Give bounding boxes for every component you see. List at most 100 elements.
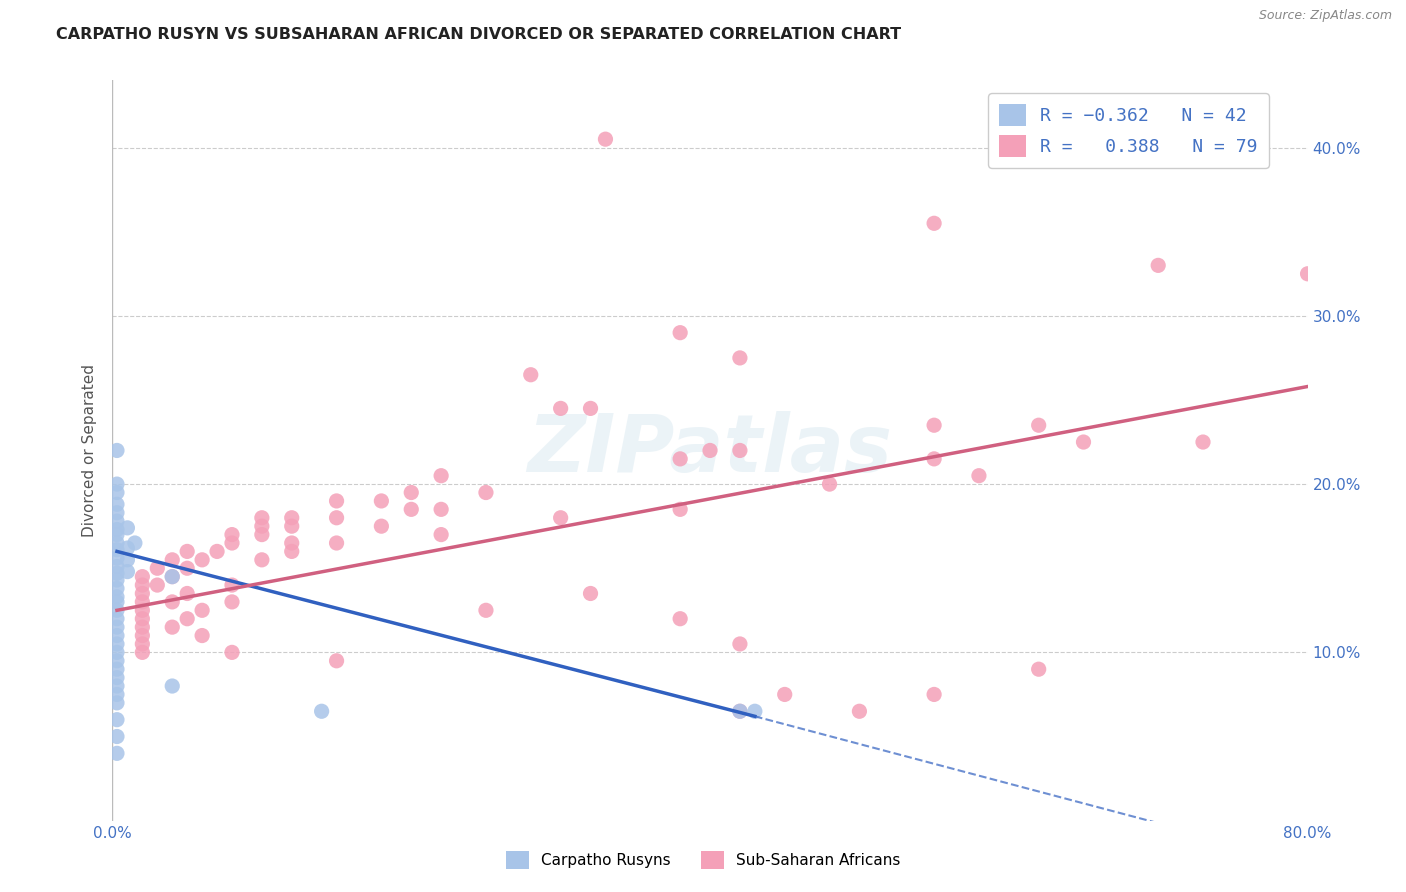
Point — [105, 679, 128, 693]
Point — [922, 451, 945, 466]
Point — [967, 468, 990, 483]
Point — [430, 468, 453, 483]
Point — [105, 628, 128, 642]
Point — [131, 586, 153, 600]
Text: CARPATHO RUSYN VS SUBSAHARAN AFRICAN DIVORCED OR SEPARATED CORRELATION CHART: CARPATHO RUSYN VS SUBSAHARAN AFRICAN DIV… — [56, 27, 901, 42]
Point — [162, 569, 183, 583]
Point — [370, 519, 392, 533]
Point — [105, 662, 128, 676]
Point — [105, 645, 128, 659]
Point — [430, 502, 453, 516]
Point — [520, 368, 543, 382]
Point — [176, 612, 198, 626]
Point — [131, 628, 153, 642]
Point — [221, 595, 243, 609]
Point — [325, 510, 347, 524]
Point — [579, 586, 602, 600]
Point — [162, 595, 183, 609]
Point — [131, 620, 153, 634]
Point — [105, 542, 128, 557]
Point — [131, 645, 153, 659]
Point — [105, 595, 128, 609]
Point — [250, 527, 273, 541]
Point — [105, 523, 128, 537]
Point — [669, 612, 692, 626]
Point — [176, 586, 198, 600]
Point — [669, 502, 692, 516]
Point — [105, 620, 128, 634]
Point — [550, 510, 572, 524]
Point — [105, 485, 128, 500]
Point — [105, 654, 128, 668]
Point — [669, 326, 692, 340]
Legend: Carpatho Rusyns, Sub-Saharan Africans: Carpatho Rusyns, Sub-Saharan Africans — [499, 845, 907, 875]
Point — [105, 536, 128, 550]
Point — [250, 519, 273, 533]
Point — [117, 553, 139, 567]
Text: Source: ZipAtlas.com: Source: ZipAtlas.com — [1258, 9, 1392, 22]
Point — [191, 628, 214, 642]
Point — [105, 527, 128, 541]
Point — [191, 553, 214, 567]
Point — [117, 521, 139, 535]
Point — [124, 536, 146, 550]
Point — [162, 553, 183, 567]
Point — [205, 544, 228, 558]
Point — [131, 603, 153, 617]
Point — [401, 502, 423, 516]
Point — [475, 485, 498, 500]
Point — [105, 566, 128, 581]
Point — [728, 443, 751, 458]
Point — [105, 573, 128, 587]
Point — [325, 654, 347, 668]
Point — [1073, 435, 1095, 450]
Point — [146, 561, 169, 575]
Point — [105, 612, 128, 626]
Point — [221, 578, 243, 592]
Point — [117, 565, 139, 579]
Point — [728, 704, 751, 718]
Point — [250, 553, 273, 567]
Point — [105, 747, 128, 761]
Point — [1192, 435, 1215, 450]
Point — [744, 704, 766, 718]
Point — [550, 401, 572, 416]
Point — [131, 578, 153, 592]
Point — [131, 569, 153, 583]
Point — [221, 645, 243, 659]
Point — [281, 544, 304, 558]
Point — [221, 536, 243, 550]
Point — [105, 603, 128, 617]
Point — [818, 477, 841, 491]
Point — [579, 401, 602, 416]
Point — [699, 443, 721, 458]
Point — [325, 494, 347, 508]
Text: ZIPatlas: ZIPatlas — [527, 411, 893, 490]
Point — [131, 612, 153, 626]
Point — [281, 519, 304, 533]
Point — [105, 688, 128, 702]
Point — [105, 497, 128, 511]
Point — [105, 590, 128, 604]
Point — [176, 561, 198, 575]
Point — [922, 216, 945, 230]
Point — [1147, 258, 1170, 272]
Point — [105, 730, 128, 744]
Point — [430, 527, 453, 541]
Point — [105, 671, 128, 685]
Legend: R = −0.362   N = 42, R =   0.388   N = 79: R = −0.362 N = 42, R = 0.388 N = 79 — [988, 93, 1268, 168]
Point — [117, 541, 139, 555]
Point — [281, 536, 304, 550]
Point — [105, 713, 128, 727]
Point — [105, 506, 128, 520]
Point — [131, 637, 153, 651]
Point — [146, 578, 169, 592]
Point — [325, 536, 347, 550]
Point — [105, 443, 128, 458]
Point — [105, 477, 128, 491]
Point — [105, 559, 128, 574]
Point — [191, 603, 214, 617]
Point — [105, 551, 128, 566]
Point — [281, 510, 304, 524]
Point — [475, 603, 498, 617]
